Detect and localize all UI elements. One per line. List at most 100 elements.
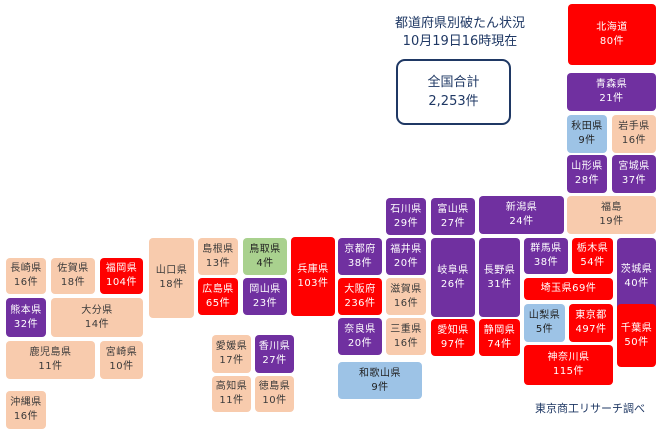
prefecture-kyoto: 京都府 38件	[338, 238, 382, 275]
prefecture-count: 104件	[105, 277, 138, 288]
prefecture-aomori: 青森県 21件	[567, 73, 656, 111]
prefecture-count: 31件	[487, 278, 512, 290]
prefecture-name: 岩手県	[618, 121, 650, 132]
prefecture-kanagawa: 神奈川県 115件	[524, 345, 613, 385]
prefecture-name: 鳥取県	[249, 243, 281, 255]
prefecture-count: 16件	[393, 297, 419, 309]
prefecture-kumamoto: 熊本県 32件	[6, 298, 46, 337]
prefecture-count: 38件	[347, 257, 373, 269]
prefecture-count: 20件	[347, 337, 373, 349]
prefecture-mie: 三重県 16件	[386, 318, 426, 355]
prefecture-toyama: 富山県 27件	[431, 198, 475, 235]
prefecture-count: 16件	[393, 337, 419, 349]
prefecture-oita: 大分県 14件	[51, 298, 143, 337]
prefecture-count: 24件	[509, 216, 534, 227]
prefecture-name: 熊本県	[10, 304, 42, 316]
prefecture-osaka: 大阪府 236件	[338, 278, 382, 315]
prefecture-tokyo: 東京都 497件	[569, 304, 613, 342]
prefecture-chiba: 千葉県 50件	[617, 304, 656, 367]
prefecture-count: 40件	[624, 277, 649, 289]
prefecture-count: 29件	[393, 217, 419, 229]
prefecture-count: 27件	[262, 355, 287, 366]
prefecture-name: 兵庫県	[297, 263, 329, 275]
prefecture-count: 16件	[621, 135, 647, 146]
source-credit: 東京商工リサーチ調べ	[535, 402, 645, 415]
prefecture-name: 長野県	[483, 264, 516, 276]
prefecture-count: 27件	[440, 217, 466, 229]
prefecture-count: 97件	[440, 338, 466, 350]
prefecture-name: 千葉県	[620, 322, 653, 334]
prefecture-name: 宮城県	[618, 161, 650, 172]
prefecture-count: 115件	[552, 366, 585, 377]
prefecture-yamanashi: 山梨県 5件	[524, 304, 565, 342]
prefecture-name: 岡山県	[249, 283, 281, 295]
prefecture-shimane: 島根県 13件	[198, 238, 238, 275]
prefecture-tochigi: 栃木県 54件	[572, 238, 613, 274]
prefecture-gifu: 岐阜県 26件	[431, 238, 475, 317]
prefecture-name: 群馬県	[530, 243, 562, 254]
prefecture-name: 栃木県	[576, 243, 609, 254]
prefecture-name: 茨城県	[620, 263, 653, 275]
prefecture-count: 37件	[621, 175, 647, 186]
prefecture-count: 17件	[219, 355, 244, 366]
prefecture-hokkaido: 北海道 80件	[568, 4, 656, 65]
prefecture-name: 石川県	[390, 203, 422, 215]
prefecture-akita: 秋田県 9件	[567, 115, 607, 153]
prefecture-name: 滋賀県	[390, 283, 422, 295]
prefecture-hiroshima: 広島県 65件	[198, 278, 238, 315]
prefecture-count: 11件	[38, 361, 63, 372]
prefecture-kochi: 高知県 11件	[212, 376, 251, 412]
prefecture-gunma: 群馬県 38件	[524, 238, 568, 274]
prefecture-count: 236件	[344, 297, 376, 309]
prefecture-tokushima: 徳島県 10件	[255, 376, 294, 412]
prefecture-count: 14件	[84, 318, 110, 330]
prefecture-count: 497件	[575, 324, 607, 335]
prefecture-name: 広島県	[202, 283, 234, 295]
prefecture-fukuoka: 福岡県 104件	[100, 258, 143, 294]
prefecture-ibaraki: 茨城県 40件	[617, 238, 656, 315]
prefecture-count: 4件	[256, 257, 274, 269]
title-line2: 10月19日16時現在	[402, 34, 518, 49]
prefecture-count: 74件	[487, 338, 512, 350]
total-label: 全国合計	[427, 75, 480, 90]
prefecture-aichi: 愛知県 97件	[431, 319, 475, 356]
prefecture-kagoshima: 鹿児島県 11件	[6, 341, 95, 379]
prefecture-count: 18件	[60, 277, 86, 288]
prefecture-name: 香川県	[258, 341, 291, 352]
prefecture-count: 38件	[533, 257, 559, 268]
prefecture-count: 11件	[219, 395, 244, 406]
prefecture-count: 23件	[252, 297, 278, 309]
prefecture-count: 20件	[393, 257, 419, 269]
prefecture-name: 神奈川県	[547, 352, 590, 363]
prefecture-count: 103件	[297, 277, 329, 289]
prefecture-name: 埼玉県	[540, 283, 573, 294]
prefecture-name: 新潟県	[505, 202, 538, 213]
prefecture-name: 福井県	[390, 243, 422, 255]
prefecture-name: 長崎県	[10, 263, 42, 274]
prefecture-ehime: 愛媛県 17件	[212, 335, 251, 373]
prefecture-name: 山口県	[155, 265, 188, 276]
prefecture-count: 19件	[599, 216, 624, 227]
prefecture-name: 秋田県	[571, 121, 603, 132]
total-value: 2,253件	[428, 94, 479, 109]
prefecture-name: 北海道	[596, 21, 628, 33]
prefecture-name: 愛知県	[437, 324, 469, 336]
prefecture-name: 山形県	[571, 161, 603, 172]
prefecture-okinawa: 沖縄県 16件	[6, 391, 46, 429]
prefecture-count: 65件	[205, 297, 231, 309]
prefecture-name: 東京都	[575, 310, 607, 321]
prefecture-kagawa: 香川県 27件	[255, 335, 294, 373]
prefecture-niigata: 新潟県 24件	[479, 196, 564, 234]
prefecture-name: 富山県	[437, 203, 469, 215]
prefecture-count: 16件	[13, 411, 39, 422]
prefecture-name: 佐賀県	[57, 263, 89, 274]
prefecture-fukushima: 福島 19件	[567, 196, 656, 234]
prefecture-name: 山梨県	[528, 310, 561, 321]
prefecture-name: 福岡県	[105, 263, 138, 274]
prefecture-count: 10件	[109, 361, 134, 372]
prefecture-tottori: 鳥取県 4件	[243, 238, 287, 275]
prefecture-count: 16件	[13, 277, 39, 288]
prefecture-shizuoka: 静岡県 74件	[479, 319, 520, 356]
prefecture-yamaguchi: 山口県 18件	[149, 238, 194, 318]
prefecture-name: 和歌山県	[359, 367, 401, 379]
